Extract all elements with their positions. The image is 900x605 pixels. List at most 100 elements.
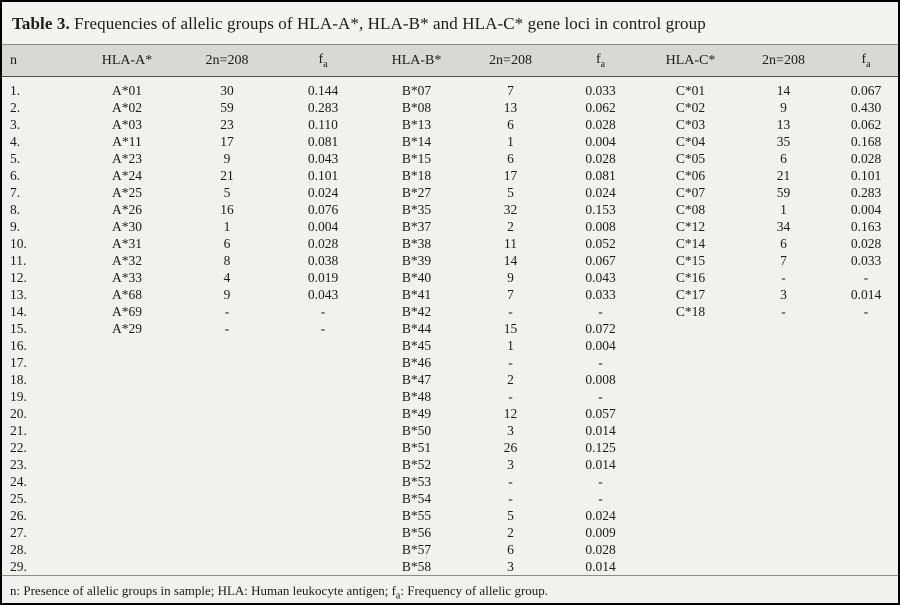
cell-b-freq: 0.014 <box>585 558 616 574</box>
cell-b-count: 32 <box>503 201 518 217</box>
cell-a-allele: A*31 <box>112 235 142 251</box>
cell-a-freq: 0.076 <box>307 201 339 217</box>
cell-c-count: 7 <box>780 252 787 268</box>
cell-a-count <box>177 422 277 439</box>
header-cell-n: n <box>2 45 77 77</box>
cell-b-freq: 0.009 <box>585 524 616 540</box>
cell-n: 13. <box>10 286 27 302</box>
cell-a-freq <box>277 558 369 575</box>
table-row: 28. B*57 6 0.028 <box>2 541 898 558</box>
cell-a-freq: - <box>320 320 326 336</box>
cell-c-freq <box>830 558 898 575</box>
cell-c-count <box>737 320 830 337</box>
cell-c-allele <box>644 320 737 337</box>
table-row: 22. B*51 26 0.125 <box>2 439 898 456</box>
cell-a-count: 6 <box>223 235 231 251</box>
cell-a-freq <box>277 490 369 507</box>
cell-b-count: 7 <box>507 82 514 98</box>
cell-b-freq: - <box>598 354 603 370</box>
cell-n: 1. <box>10 82 21 98</box>
cell-b-allele: B*27 <box>401 184 432 200</box>
cell-b-freq: - <box>598 473 603 489</box>
cell-a-allele: A*30 <box>112 218 142 234</box>
cell-b-count: 11 <box>504 235 517 251</box>
footnote-part1: n: Presence of allelic groups in sample;… <box>10 582 396 598</box>
cell-c-count <box>737 490 830 507</box>
cell-n: 19. <box>10 388 27 404</box>
table-row: 11. A*32 8 0.038 B*39 14 0.067 C*15 7 0.… <box>2 252 898 269</box>
table-row: 7. A*25 5 0.024 B*27 5 0.024 C*07 59 0.2… <box>2 184 898 201</box>
table-row: 4. A*11 17 0.081 B*14 1 0.004 C*04 35 0.… <box>2 133 898 150</box>
cell-c-count: - <box>781 303 786 319</box>
cell-c-freq: 0.004 <box>850 201 882 217</box>
cell-c-allele: C*07 <box>675 184 706 200</box>
cell-b-allele: B*54 <box>401 490 432 506</box>
cell-c-allele: C*14 <box>675 235 706 251</box>
cell-b-count: 1 <box>507 337 514 353</box>
cell-b-freq: 0.033 <box>585 286 616 302</box>
cell-a-allele: A*11 <box>112 133 142 149</box>
cell-b-allele: B*49 <box>401 405 432 421</box>
cell-c-count: 13 <box>776 116 791 132</box>
cell-b-freq: 0.008 <box>585 218 616 234</box>
table-row: 2. A*02 59 0.283 B*08 13 0.062 C*02 9 0.… <box>2 99 898 116</box>
cell-a-count: 17 <box>220 133 234 149</box>
cell-n: 27. <box>10 524 27 540</box>
header-cell-hla-c: HLA-C* <box>644 45 737 77</box>
cell-c-freq <box>830 388 898 405</box>
cell-a-allele: A*02 <box>112 99 142 115</box>
header-cell-hla-a: HLA-A* <box>77 45 177 77</box>
cell-a-allele <box>77 558 177 575</box>
cell-b-allele: B*15 <box>401 150 432 166</box>
cell-b-count: 6 <box>507 150 514 166</box>
cell-n: 22. <box>10 439 27 455</box>
cell-c-freq <box>830 490 898 507</box>
cell-a-count <box>177 405 277 422</box>
cell-c-allele <box>644 337 737 354</box>
cell-b-freq: 0.004 <box>585 133 616 149</box>
table-row: 16. B*45 1 0.004 <box>2 337 898 354</box>
cell-b-freq: 0.014 <box>585 422 616 438</box>
cell-a-allele <box>77 541 177 558</box>
cell-n: 28. <box>10 541 27 557</box>
cell-c-freq: 0.028 <box>850 235 882 251</box>
cell-a-count <box>177 490 277 507</box>
cell-b-allele: B*08 <box>401 99 432 115</box>
cell-a-freq <box>277 405 369 422</box>
cell-a-freq: 0.038 <box>307 252 339 268</box>
cell-c-count <box>737 371 830 388</box>
cell-b-freq: 0.028 <box>585 116 616 132</box>
cell-a-allele: A*25 <box>112 184 142 200</box>
cell-b-count: 7 <box>507 286 514 302</box>
cell-b-count: 5 <box>507 184 514 200</box>
cell-b-count: 14 <box>503 252 518 268</box>
cell-n: 21. <box>10 422 27 438</box>
cell-b-count: - <box>508 388 513 404</box>
cell-c-allele: C*05 <box>675 150 706 166</box>
cell-c-freq <box>830 439 898 456</box>
cell-b-count: - <box>508 303 513 319</box>
header-cell-count-a: 2n=208 <box>177 45 277 77</box>
cell-a-freq: 0.019 <box>307 269 339 285</box>
cell-a-count: 21 <box>220 167 234 183</box>
header-cell-count-b: 2n=208 <box>464 45 557 77</box>
cell-c-freq <box>830 371 898 388</box>
table-row: 17. B*46 - - <box>2 354 898 371</box>
cell-b-count: 2 <box>507 371 514 387</box>
cell-b-freq: 0.067 <box>585 252 616 268</box>
cell-b-allele: B*56 <box>401 524 432 540</box>
cell-b-allele: B*48 <box>401 388 432 404</box>
cell-c-count <box>737 422 830 439</box>
cell-a-allele <box>77 405 177 422</box>
cell-c-allele: C*08 <box>675 201 706 217</box>
cell-c-count: - <box>781 269 786 285</box>
cell-c-count: 34 <box>776 218 791 234</box>
cell-b-allele: B*07 <box>401 82 432 98</box>
cell-a-freq <box>277 456 369 473</box>
cell-c-allele <box>644 422 737 439</box>
cell-c-freq <box>830 354 898 371</box>
table-row: 1. A*01 30 0.144 B*07 7 0.033 C*01 14 0.… <box>2 76 898 99</box>
cell-a-allele <box>77 507 177 524</box>
cell-c-freq <box>830 541 898 558</box>
